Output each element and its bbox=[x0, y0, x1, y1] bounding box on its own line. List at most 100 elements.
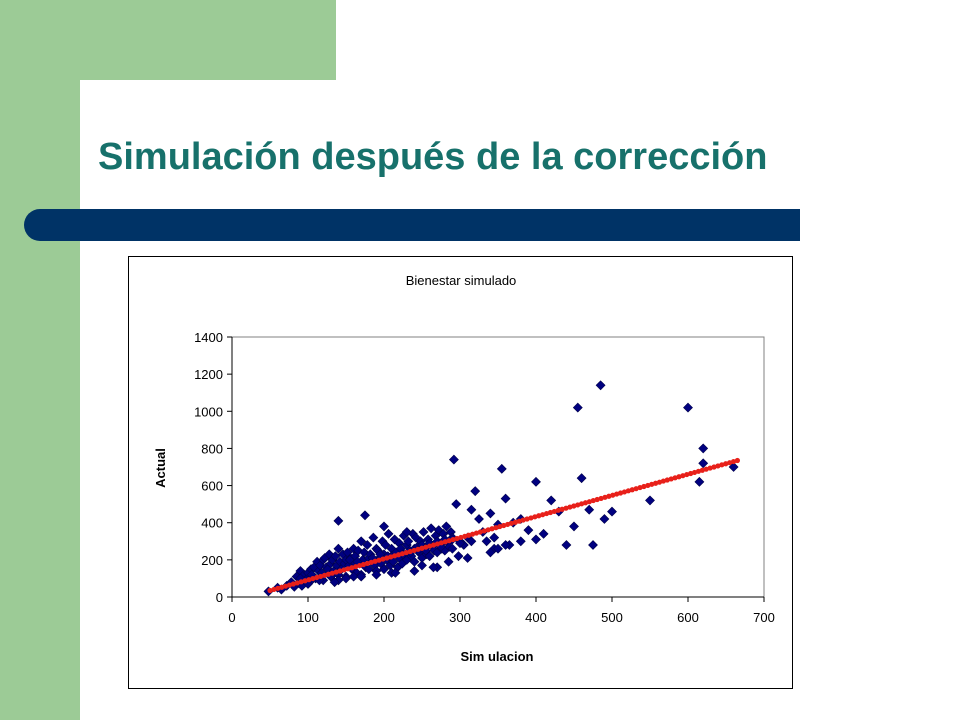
fit-line-point bbox=[653, 480, 659, 486]
fit-line-point bbox=[388, 554, 394, 560]
fit-line-point bbox=[469, 531, 476, 537]
fit-line-point bbox=[349, 565, 355, 571]
data-point bbox=[496, 463, 507, 474]
x-tick-label: 300 bbox=[449, 610, 471, 625]
y-tick-label: 400 bbox=[201, 516, 223, 531]
data-point bbox=[569, 521, 579, 532]
y-tick-label: 1400 bbox=[194, 330, 223, 345]
fit-line-point bbox=[637, 484, 643, 491]
fit-line-point bbox=[430, 542, 437, 548]
fit-line-point bbox=[512, 519, 518, 525]
data-point bbox=[546, 495, 557, 506]
fit-line-point bbox=[602, 494, 608, 500]
green-top-band bbox=[0, 0, 336, 80]
fit-line-point bbox=[684, 471, 690, 478]
data-point bbox=[441, 521, 452, 532]
data-point bbox=[363, 564, 374, 575]
fit-line-point bbox=[314, 574, 320, 581]
data-point bbox=[356, 571, 367, 582]
y-tick-label: 200 bbox=[201, 553, 223, 568]
data-point bbox=[698, 443, 709, 454]
data-point bbox=[368, 532, 379, 543]
data-point bbox=[474, 514, 484, 524]
fit-line-point bbox=[719, 462, 725, 468]
data-point bbox=[493, 543, 503, 554]
fit-line-point bbox=[555, 507, 561, 513]
fit-line-point bbox=[485, 527, 491, 533]
fit-line-point bbox=[641, 483, 647, 490]
x-tick-label: 600 bbox=[677, 610, 699, 625]
fit-line-point bbox=[364, 560, 370, 567]
data-point bbox=[489, 532, 500, 543]
fit-line-point bbox=[606, 493, 612, 499]
data-point bbox=[443, 556, 454, 567]
fit-line-point bbox=[688, 470, 694, 477]
data-point bbox=[466, 504, 477, 515]
fit-line-point bbox=[575, 502, 581, 508]
fit-line-point bbox=[438, 540, 444, 546]
fit-line-point bbox=[302, 578, 308, 584]
fit-line-point bbox=[407, 548, 413, 555]
data-point bbox=[645, 495, 655, 506]
data-point bbox=[448, 454, 459, 465]
fit-line-point bbox=[625, 488, 631, 494]
fit-line-point bbox=[337, 568, 343, 574]
data-point bbox=[523, 525, 534, 536]
fit-line-point bbox=[294, 580, 300, 586]
fit-line-point bbox=[633, 486, 639, 492]
fit-line-point bbox=[567, 504, 573, 510]
fit-line-point bbox=[458, 534, 464, 541]
x-tick-label: 0 bbox=[228, 610, 235, 625]
fit-line-point bbox=[376, 557, 382, 563]
title-underline-bar bbox=[24, 209, 800, 241]
data-point bbox=[683, 402, 693, 413]
data-point bbox=[531, 534, 541, 545]
x-tick-label: 400 bbox=[525, 610, 547, 625]
data-point bbox=[698, 458, 709, 469]
data-point bbox=[451, 499, 462, 510]
data-point bbox=[485, 547, 496, 558]
fit-line-point bbox=[516, 518, 522, 524]
fit-line-point bbox=[411, 547, 417, 554]
data-point bbox=[362, 540, 373, 550]
fit-line-point bbox=[473, 530, 480, 536]
data-point bbox=[401, 527, 412, 537]
fit-line-point bbox=[360, 561, 367, 568]
x-tick-label: 700 bbox=[753, 610, 775, 625]
fit-line-point bbox=[629, 487, 635, 493]
fit-line-point bbox=[298, 579, 304, 585]
fit-line-point bbox=[450, 536, 456, 543]
fit-line-point bbox=[427, 543, 433, 549]
fit-line-point bbox=[727, 460, 733, 466]
data-point bbox=[607, 506, 617, 517]
fit-line-point bbox=[703, 466, 709, 472]
data-point bbox=[409, 566, 420, 576]
fit-line-point bbox=[403, 549, 409, 556]
data-point bbox=[333, 543, 344, 554]
data-point bbox=[371, 569, 382, 580]
fit-line-point bbox=[380, 556, 386, 562]
fit-line-point bbox=[614, 491, 620, 497]
fit-line-point bbox=[282, 583, 289, 589]
fit-line-point bbox=[571, 503, 577, 509]
fit-line-point bbox=[372, 558, 378, 564]
fit-line-point bbox=[481, 528, 487, 534]
data-point bbox=[588, 540, 598, 550]
chart-frame: Bienestar simulado Sim ulacion Actual 0 1… bbox=[128, 256, 793, 689]
fit-line-point bbox=[306, 577, 312, 583]
data-point bbox=[418, 527, 429, 537]
data-point bbox=[348, 571, 359, 582]
data-point bbox=[379, 564, 389, 575]
data-point bbox=[500, 540, 511, 550]
fit-line-point bbox=[707, 465, 713, 471]
fit-line-point bbox=[271, 586, 277, 593]
fit-line-point bbox=[543, 510, 550, 517]
data-point bbox=[481, 536, 492, 547]
data-point bbox=[390, 567, 401, 578]
fit-line-point bbox=[660, 478, 666, 484]
fit-line-point bbox=[528, 515, 534, 521]
fit-line-point bbox=[504, 521, 511, 528]
fit-line-point bbox=[680, 473, 686, 479]
plot-border bbox=[231, 336, 765, 598]
fit-line-point bbox=[695, 468, 702, 474]
